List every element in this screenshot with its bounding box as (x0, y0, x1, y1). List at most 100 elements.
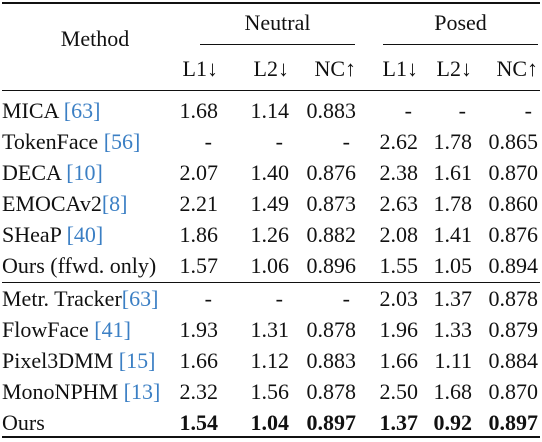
neutral-group-rule (200, 44, 355, 45)
method-label: EMOCAv2 (2, 191, 102, 216)
neutral-header: Neutral (244, 10, 311, 35)
method-name: Pixel3DMM [15] (2, 348, 155, 374)
metric-header: L1↓ (182, 56, 218, 81)
method-name: DECA [10] (2, 160, 103, 186)
citation-link[interactable]: [56] (103, 129, 141, 154)
table-cell: 2.03 (379, 286, 419, 311)
table-cell: 1.66 (179, 348, 219, 373)
table-cell: 1.86 (179, 222, 219, 247)
table-cell: 0.92 (433, 410, 473, 435)
table-cell: 1.41 (433, 222, 473, 247)
table-cell: 0.894 (488, 253, 539, 278)
table-cell: 2.63 (379, 191, 419, 216)
table-cell: 0.878 (306, 379, 357, 404)
table-cell: 2.08 (379, 222, 419, 247)
top-rule (2, 2, 540, 4)
mid-rule (2, 282, 540, 283)
posed-header: Posed (434, 10, 487, 35)
table-cell: - (458, 98, 466, 123)
table-cell: 2.62 (379, 129, 419, 154)
table-cell: 0.878 (488, 286, 539, 311)
table-cell: 1.37 (379, 410, 419, 435)
table-cell: 1.61 (433, 160, 473, 185)
table-cell: 1.26 (250, 222, 290, 247)
table-cell: 2.21 (179, 191, 219, 216)
citation-link[interactable]: [41] (94, 317, 131, 342)
citation-link[interactable]: [8] (101, 191, 128, 216)
table-cell: 0.883 (306, 348, 357, 373)
method-label: DECA (2, 160, 67, 185)
method-name: Ours (ffwd. only) (2, 253, 156, 279)
method-label: TokenFace (2, 129, 104, 154)
citation-link[interactable]: [10] (66, 160, 103, 185)
table-cell: 1.66 (379, 348, 419, 373)
method-name: MonoNPHM [13] (2, 379, 160, 405)
method-label: MICA (2, 98, 64, 123)
table-cell: 0.860 (488, 191, 539, 216)
table-cell: 0.896 (306, 253, 357, 278)
table-cell: 1.93 (179, 317, 219, 342)
citation-link[interactable]: [13] (123, 379, 161, 404)
method-label: Pixel3DMM (2, 348, 119, 373)
table-cell: 1.49 (250, 191, 290, 216)
table-cell: - (275, 286, 283, 311)
table-cell: - (524, 98, 532, 123)
table-cell: 1.12 (250, 348, 290, 373)
method-label: Metr. Tracker (2, 286, 122, 311)
table-cell: 2.50 (379, 379, 419, 404)
table-cell: - (342, 286, 350, 311)
table-cell: - (204, 286, 212, 311)
method-name: Ours (2, 410, 45, 436)
table-cell: 1.96 (379, 317, 419, 342)
table-cell: 0.870 (488, 379, 539, 404)
table-cell: 0.878 (306, 317, 357, 342)
table-cell: 1.11 (434, 348, 472, 373)
table-cell: 0.870 (488, 160, 539, 185)
table-cell: 1.40 (250, 160, 290, 185)
table-cell: 1.54 (179, 410, 219, 435)
table-cell: 1.06 (250, 253, 290, 278)
metric-header: NC↑ (314, 56, 356, 81)
posed-group-rule (383, 44, 538, 45)
table-cell: - (204, 129, 212, 154)
method-label: Ours (ffwd. only) (2, 253, 157, 278)
table-cell: 2.38 (379, 160, 419, 185)
citation-link[interactable]: [63] (63, 98, 101, 123)
method-label: Ours (2, 410, 45, 435)
table-cell: 1.31 (250, 317, 290, 342)
method-label: FlowFace (2, 317, 95, 342)
method-name: FlowFace [41] (2, 317, 131, 343)
table-cell: - (275, 129, 283, 154)
metric-header: L2↓ (253, 56, 289, 81)
citation-link[interactable]: [40] (66, 222, 104, 247)
citation-link[interactable]: [15] (118, 348, 156, 373)
table-cell: 1.78 (433, 129, 473, 154)
table-cell: 0.876 (488, 222, 539, 247)
method-name: EMOCAv2[8] (2, 191, 127, 217)
table-cell: 0.897 (306, 410, 357, 435)
metric-header: L1↓ (382, 56, 418, 81)
metric-header: NC↑ (496, 56, 538, 81)
table-cell: 0.865 (488, 129, 539, 154)
method-name: MICA [63] (2, 98, 100, 124)
method-label: SHeaP (2, 222, 67, 247)
bottom-rule (2, 436, 540, 438)
header-rule (2, 90, 540, 91)
table-cell: - (404, 98, 412, 123)
table-cell: 1.57 (179, 253, 219, 278)
table-cell: 2.32 (179, 379, 219, 404)
table-cell: 1.33 (433, 317, 473, 342)
table-cell: 0.876 (306, 160, 357, 185)
table-cell: 1.78 (433, 191, 473, 216)
table-cell: 0.873 (306, 191, 357, 216)
method-name: SHeaP [40] (2, 222, 103, 248)
table-cell: 0.882 (306, 222, 357, 247)
citation-link[interactable]: [63] (121, 286, 159, 311)
table-cell: 1.37 (433, 286, 473, 311)
table-cell: 1.14 (250, 98, 290, 123)
table-cell: 1.55 (379, 253, 419, 278)
method-name: TokenFace [56] (2, 129, 140, 155)
table-cell: 2.07 (179, 160, 219, 185)
table-cell: 0.884 (488, 348, 539, 373)
method-header: Method (60, 26, 130, 51)
